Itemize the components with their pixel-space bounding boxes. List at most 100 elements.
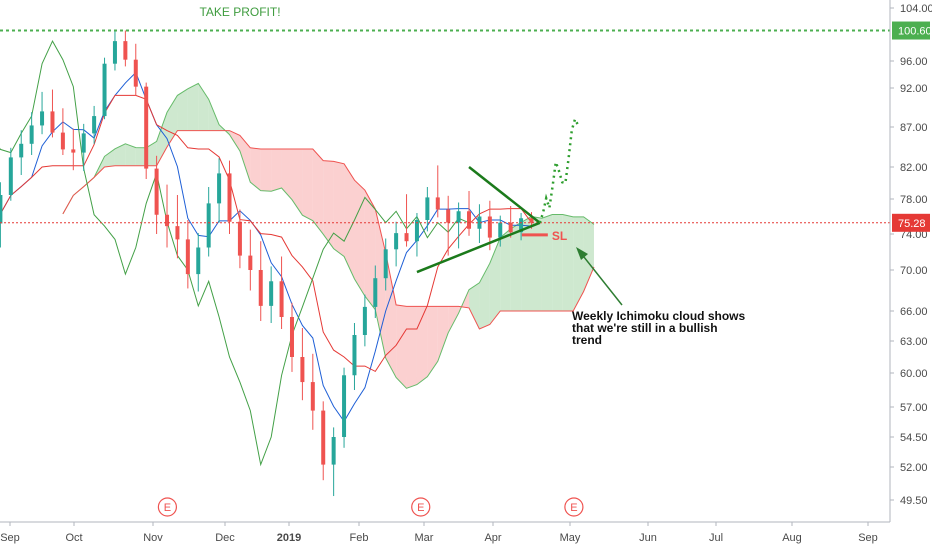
candle-body xyxy=(310,382,315,411)
candle-body xyxy=(40,111,45,126)
candle-body xyxy=(19,143,24,158)
cloud-segment xyxy=(500,228,511,311)
candle-body xyxy=(477,216,482,229)
cloud-segment xyxy=(177,88,188,131)
candle-body xyxy=(519,218,524,233)
candle-body xyxy=(321,410,326,465)
earnings-marker-label: E xyxy=(417,502,424,514)
price-tick-label: 52.00 xyxy=(900,462,928,474)
kijun-line xyxy=(0,94,532,373)
price-tick-label: 92.00 xyxy=(900,83,928,95)
time-tick-label: Sep xyxy=(0,532,20,544)
candle-body xyxy=(269,281,274,306)
time-tick-label: Mar xyxy=(415,532,434,544)
candle-body xyxy=(227,173,232,222)
price-tick-label: 74.00 xyxy=(900,229,928,241)
candle-body xyxy=(81,133,86,153)
time-tick-label: Sep xyxy=(858,532,878,544)
cloud-segment xyxy=(333,161,345,257)
candle-body xyxy=(92,116,97,134)
cloud-segment xyxy=(323,160,334,249)
cloud-segment xyxy=(416,306,428,385)
cloud-segment xyxy=(552,214,563,311)
cloud-segment xyxy=(385,252,397,378)
candle-body xyxy=(394,233,399,250)
price-tick-label: 87.00 xyxy=(900,122,928,134)
candle-body xyxy=(404,233,409,242)
chikou-line xyxy=(0,39,470,467)
candle-body xyxy=(144,86,149,169)
cloud-segment xyxy=(271,149,282,192)
cloud-segment xyxy=(531,216,542,311)
candle-body xyxy=(196,247,201,275)
candle-body xyxy=(279,281,284,317)
candle-body xyxy=(529,218,534,223)
cloud-segment xyxy=(521,216,532,311)
candle-body xyxy=(0,195,3,224)
price-tick-label: 49.50 xyxy=(900,495,928,507)
price-tick-label: 82.00 xyxy=(900,162,928,174)
cloud-segment xyxy=(489,237,501,325)
price-tick-label: 96.00 xyxy=(900,56,928,68)
candlestick-series xyxy=(0,30,534,497)
projected-path[interactable] xyxy=(538,115,580,224)
price-tick-label: 63.00 xyxy=(900,336,928,348)
candle-body xyxy=(352,335,357,376)
candle-body xyxy=(71,149,76,153)
cloud-segment xyxy=(260,149,272,192)
cloud-segment xyxy=(562,214,574,311)
price-tick-label: 66.00 xyxy=(900,306,928,318)
candle-body xyxy=(331,437,336,465)
time-axis[interactable]: Sep Oct Nov Dec 2019 Feb Mar Apr May Jun Jul Aug Sep xyxy=(0,521,890,544)
note-arrow-line[interactable] xyxy=(579,251,623,306)
candle-body xyxy=(383,249,388,279)
earnings-marker-label: E xyxy=(164,502,171,514)
cloud-segment xyxy=(541,214,553,311)
candle-body xyxy=(498,222,503,238)
candle-body xyxy=(425,197,430,220)
price-axis[interactable]: 104.00 96.00 92.00 87.00 82.00 78.00 74.00 70.0… xyxy=(889,0,932,550)
time-tick-label: Jul xyxy=(709,532,723,544)
cloud-segment xyxy=(302,149,313,221)
candle-body xyxy=(258,270,263,306)
ichimoku-cloud xyxy=(62,82,595,389)
triangle-lower-trendline[interactable] xyxy=(416,221,541,274)
cloud-segment xyxy=(448,306,459,333)
triangle-upper-trendline[interactable] xyxy=(468,166,541,224)
earnings-marker[interactable]: E xyxy=(411,497,431,517)
cloud-segment xyxy=(239,135,251,183)
cloud-segment xyxy=(291,149,303,216)
cloud-segment xyxy=(198,83,209,131)
cloud-segment xyxy=(135,147,147,166)
earnings-marker[interactable]: E xyxy=(564,497,584,517)
candle-body xyxy=(217,173,222,204)
cloud-segment xyxy=(437,306,449,362)
candle-body xyxy=(102,63,107,117)
candle-body xyxy=(29,125,34,144)
cloud-segment xyxy=(146,141,157,166)
note-arrow-head xyxy=(576,247,588,260)
candle-body xyxy=(446,209,451,223)
price-tick-label: 57.00 xyxy=(900,402,928,414)
cloud-segment xyxy=(344,163,355,279)
note-text-line-1: Weekly Ichimoku cloud shows xyxy=(572,309,745,323)
take-profit-label: TAKE PROFIT! xyxy=(199,5,280,19)
price-tick-label: 78.00 xyxy=(900,194,928,206)
candle-body xyxy=(508,222,513,233)
candle-body xyxy=(248,255,253,270)
drawing-overlays: TAKE PROFIT! SL Weekly Ichimoku cloud sh… xyxy=(0,5,890,347)
cloud-segment xyxy=(406,306,417,389)
candle-body xyxy=(237,221,242,256)
earnings-marker[interactable]: E xyxy=(157,497,177,517)
time-tick-label: May xyxy=(560,532,581,544)
candle-body xyxy=(435,197,440,210)
candle-body xyxy=(373,278,378,307)
cloud-segment xyxy=(354,180,365,297)
cloud-segment xyxy=(396,304,407,389)
price-label-text: 75.28 xyxy=(898,218,926,230)
time-tick-label: Feb xyxy=(350,532,369,544)
time-tick-label: Aug xyxy=(782,532,802,544)
